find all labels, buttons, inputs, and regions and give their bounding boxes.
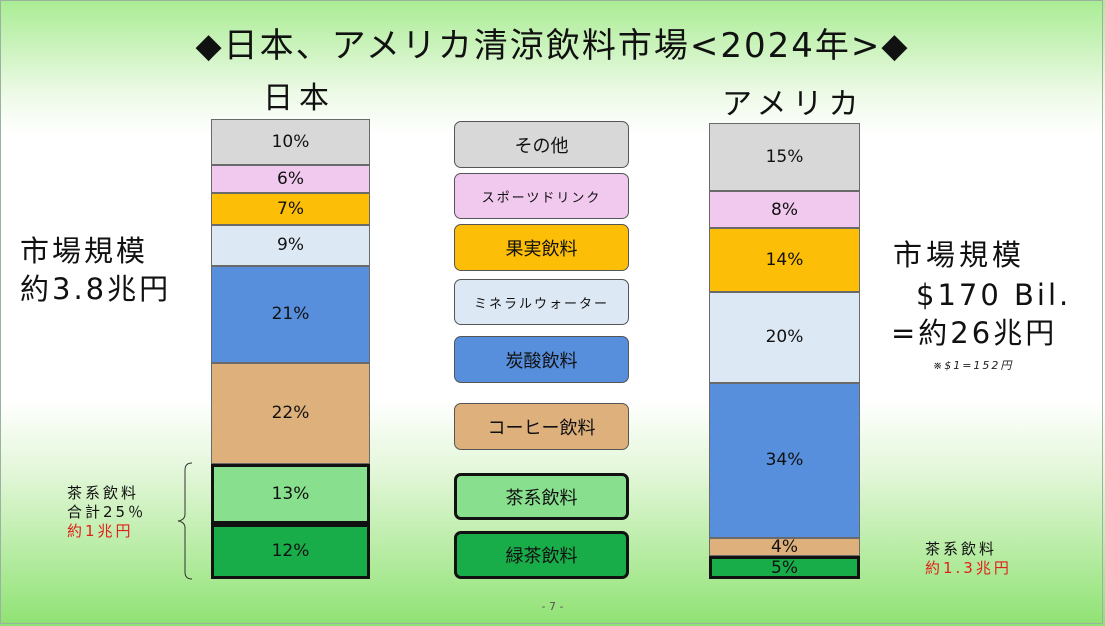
legend-item-other: その他 [454,121,629,168]
japan-bar-segment-coffee: 22% [211,362,370,464]
japan-bar-label-fruit: 7% [277,198,304,219]
japan-tea-note-line3: 約1兆円 [67,522,134,540]
page-title: ◆日本、アメリカ清涼飲料市場<2024年>◆ [195,26,910,66]
japan-market-label: 市場規模 [20,234,149,268]
usa-bar-segment-green-tea: 5% [709,556,860,579]
japan-bar-segment-sports: 6% [211,165,370,193]
usa-market-value-jpy: =約26兆円 [891,316,1058,350]
japan-bar-label-other: 10% [271,132,310,152]
usa-market-label: 市場規模 [893,238,1026,272]
japan-tea-note-line1: 茶系飲料 [67,484,140,502]
japan-tea-note: 茶系飲料 合計25％ 約1兆円 [67,484,146,541]
legend-item-carbonated: 炭酸飲料 [454,336,629,383]
japan-bar-segment-fruit: 7% [211,192,370,225]
usa-bar-segment-fruit: 14% [709,227,860,292]
japan-bar-segment-carbonated: 21% [211,266,370,363]
legend-label-mineral-water: ミネラルウォーター [473,296,609,312]
legend-item-mineral-water: ミネラルウォーター [454,279,629,325]
usa-bar-label-carbonated: 34% [765,450,804,471]
legend-label-sports: スポーツドリンク [481,190,602,206]
legend-label-carbonated: 炭酸飲料 [505,350,578,372]
japan-bar-segment-other: 10% [211,119,370,165]
usa-bar-segment-other: 15% [709,123,860,192]
usa-bar-label-mineral-water: 20% [765,327,804,348]
usa-bar-label-other: 15% [765,147,804,168]
legend-item-sports: スポーツドリンク [454,173,629,219]
usa-tea-note-line1: 茶系飲料 [925,540,998,558]
usa-bar-segment-coffee: 4% [709,537,860,558]
usa-bar-label-green-tea: 5% [771,557,798,578]
legend-item-green-tea: 緑茶飲料 [454,531,629,579]
usa-bar-segment-mineral-water: 20% [709,291,860,383]
usa-tea-note: 茶系飲料 約1.3兆円 [925,540,1012,578]
japan-market-size: 市場規模 約3.8兆円 [20,232,171,308]
legend-item-coffee: コーヒー飲料 [454,403,629,450]
usa-bar-label-sports: 8% [771,199,798,220]
japan-bar-label-mineral-water: 9% [277,235,304,256]
japan-tea-brace [177,462,193,580]
japan-bar-label-coffee: 22% [271,403,310,424]
japan-tea-note-line2: 合計25％ [67,503,147,521]
usa-label: アメリカ [722,87,865,122]
japan-bar-segment-tea: 13% [211,464,370,524]
japan-bar-segment-mineral-water: 9% [211,224,370,267]
usa-bar-segment-carbonated: 34% [709,382,860,538]
japan-bar-label-carbonated: 21% [271,304,310,325]
legend-label-green-tea: 緑茶飲料 [505,546,578,567]
usa-bar-label-fruit: 14% [765,249,804,270]
usa-tea-note-line2: 約1.3兆円 [925,559,1012,577]
usa-bar-segment-sports: 8% [709,191,860,228]
usa-market-value-usd: $170 Bil. [916,278,1072,312]
legend-item-fruit: 果実飲料 [454,224,629,271]
exchange-rate-note: ※$1=152円 [933,359,1014,372]
legend-label-fruit: 果実飲料 [505,238,578,260]
japan-bar-segment-green-tea: 12% [211,523,370,579]
page-number: - 7 - [541,600,564,613]
japan-bar-label-tea: 13% [271,483,310,504]
japan-label: 日本 [263,81,335,116]
legend-label-tea: 茶系飲料 [505,487,578,509]
japan-market-value: 約3.8兆円 [20,272,172,306]
legend-label-other: その他 [514,135,569,157]
japan-bar-label-green-tea: 12% [271,541,310,562]
usa-bar-label-coffee: 4% [771,537,798,558]
legend-label-coffee: コーヒー飲料 [487,417,596,439]
legend-item-tea: 茶系飲料 [454,473,629,520]
japan-bar-label-sports: 6% [277,168,304,189]
